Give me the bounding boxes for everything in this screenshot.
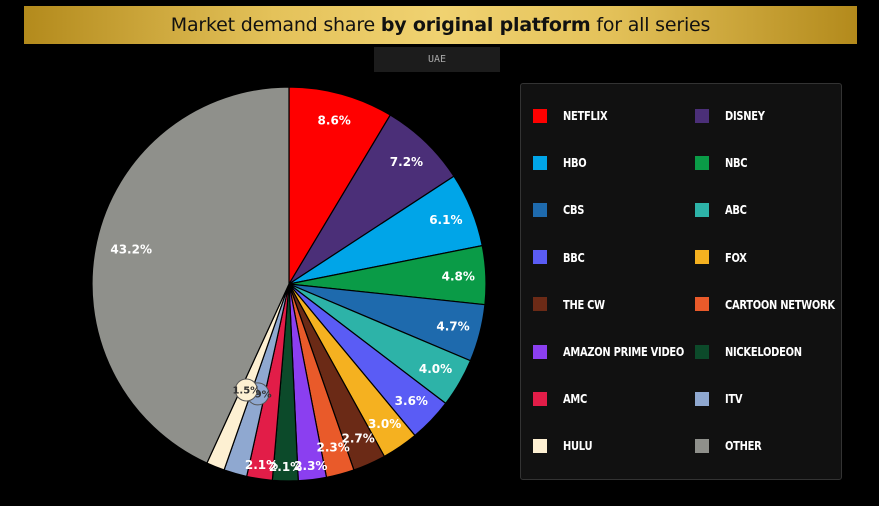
data-label-the-cw: 2.7% — [342, 432, 375, 446]
pie-slice-netflix — [288, 86, 392, 287]
legend-label: DISNEY — [725, 108, 765, 123]
legend-label: ABC — [725, 202, 747, 218]
legend-label: BBC — [563, 249, 585, 265]
legend-swatch — [695, 438, 709, 453]
data-label-nickelodeon: 2.1% — [269, 460, 302, 474]
legend-swatch — [695, 250, 709, 265]
legend-item-itv: ITV — [695, 391, 745, 406]
legend-label: CARTOON NETWORK — [725, 296, 835, 312]
legend-item-nbc: NBC — [695, 155, 750, 170]
legend-swatch — [533, 108, 547, 123]
legend-item-the-cw: THE CW — [533, 297, 611, 312]
legend-item-hbo: HBO — [533, 155, 590, 170]
data-label-itv: 1.9% — [244, 389, 272, 400]
legend-label: ITV — [725, 391, 743, 407]
legend: NETFLIX HBO CBS BBC THE CW AMAZON PRIME VIDEO… — [520, 83, 842, 480]
legend-item-disney: DISNEY — [695, 108, 770, 123]
legend-swatch — [533, 202, 547, 217]
legend-swatch — [695, 344, 709, 359]
data-label-fox: 3.0% — [368, 417, 401, 431]
legend-item-amazon-prime-video: AMAZON PRIME VIDEO — [533, 344, 701, 359]
legend-item-hulu: HULU — [533, 438, 596, 453]
legend-label: NETFLIX — [563, 108, 608, 123]
legend-label: AMC — [563, 391, 587, 407]
legend-swatch — [533, 250, 547, 265]
legend-item-fox: FOX — [695, 250, 750, 265]
legend-item-abc: ABC — [695, 202, 750, 217]
data-label-cartoon-network: 2.3% — [317, 441, 350, 455]
legend-item-nickelodeon: NICKELODEON — [695, 344, 812, 359]
legend-swatch — [533, 344, 547, 359]
region-selector[interactable]: UAE — [374, 47, 500, 72]
legend-swatch — [533, 391, 547, 406]
chart-title: Market demand share by original platform… — [170, 14, 711, 36]
legend-label: NICKELODEON — [725, 344, 802, 359]
data-label-hulu: 1.5% — [232, 385, 260, 396]
legend-label: HBO — [563, 155, 587, 171]
legend-swatch — [695, 108, 709, 123]
legend-label: CBS — [563, 202, 585, 218]
legend-swatch — [695, 202, 709, 217]
data-label-amc: 2.1% — [245, 458, 278, 472]
data-label-amazon-prime-video: 2.3% — [294, 459, 327, 473]
legend-swatch — [695, 155, 709, 170]
data-label-disney: 7.2% — [390, 155, 423, 169]
legend-item-cbs: CBS — [533, 202, 587, 217]
data-label-abc: 4.0% — [419, 362, 452, 376]
legend-label: FOX — [725, 249, 747, 265]
data-label-netflix: 8.6% — [318, 114, 351, 128]
data-label-other: 43.2% — [110, 243, 152, 257]
legend-label: AMAZON PRIME VIDEO — [563, 344, 685, 359]
legend-swatch — [533, 297, 547, 312]
data-label-hbo: 6.1% — [429, 213, 462, 227]
legend-label: NBC — [725, 155, 748, 171]
pie-slice-other — [91, 86, 290, 464]
title-banner: Market demand share by original platform… — [24, 6, 857, 44]
legend-swatch — [533, 155, 547, 170]
legend-item-netflix: NETFLIX — [533, 108, 613, 123]
legend-label: HULU — [563, 438, 593, 454]
legend-swatch — [533, 438, 547, 453]
legend-item-other: OTHER — [695, 438, 767, 453]
legend-item-bbc: BBC — [533, 250, 588, 265]
legend-swatch — [695, 297, 709, 312]
legend-label: THE CW — [563, 296, 605, 312]
legend-swatch — [695, 391, 709, 406]
label-bubble-hulu — [234, 378, 258, 402]
legend-item-amc: AMC — [533, 391, 590, 406]
data-label-cbs: 4.7% — [436, 319, 469, 333]
legend-item-cartoon-network: CARTOON NETWORK — [695, 297, 850, 312]
data-label-bbc: 3.6% — [395, 394, 428, 408]
legend-label: OTHER — [725, 438, 762, 454]
data-label-nbc: 4.8% — [442, 269, 475, 283]
